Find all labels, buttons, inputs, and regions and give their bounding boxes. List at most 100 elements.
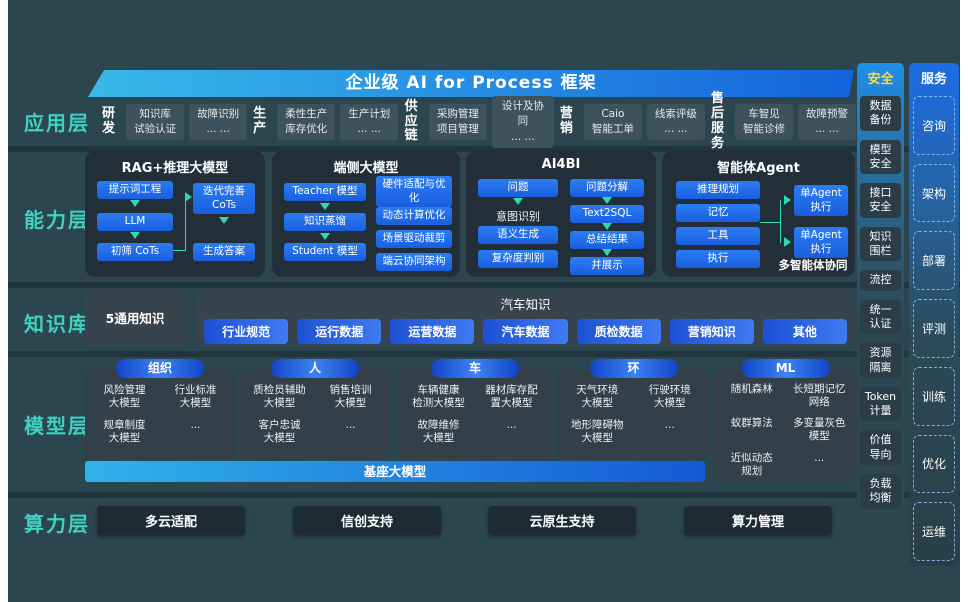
service-item: 评测 (913, 299, 955, 358)
model-group-environment: 环 天气环境 大模型 行驶环境 大模型 地形障碍物 大模型 ... (557, 359, 710, 459)
security-item: 负载 均衡 (860, 474, 901, 509)
security-column: 安全 数据 备份 模型 安全 接口 安全 知识 围栏 流控 统一 认证 资源 隔… (857, 63, 904, 549)
compute-item-management: 算力管理 (684, 506, 832, 535)
agent-single-exec-2: 单Agent 执行 (794, 227, 848, 259)
edge-step-distill: 知识蒸馏 (284, 213, 366, 231)
app-item: 车智见 智能诊修 (735, 103, 794, 141)
rag-step-prompt: 提示词工程 (97, 181, 173, 199)
arrow-right-icon (784, 237, 791, 247)
app-group-name: 研发 (102, 106, 116, 136)
capability-box-agent: 智能体Agent 推理规划 记忆 工具 执行 单Agent 执行 单Agent … (662, 151, 855, 277)
arrow-right-icon (784, 195, 791, 205)
app-item: 线索评级 ... ... (646, 103, 705, 141)
app-item: 故障识别 ... ... (189, 103, 248, 141)
ai4bi-decompose: 问题分解 (570, 179, 644, 197)
agent-memory: 记忆 (676, 204, 760, 222)
service-column: 服务 咨询 架构 部署 评测 训练 优化 运维 (909, 63, 959, 566)
security-item: 知识 围栏 (860, 226, 901, 262)
ai4bi-question: 问题 (478, 179, 558, 197)
compute-item-multicloud: 多云适配 (97, 506, 245, 535)
service-item: 训练 (913, 366, 955, 426)
model-item: 地形障碍物 大模型 (571, 419, 624, 445)
model-item: ... (814, 451, 825, 464)
model-group-organization: 组织 风险管理 大模型 行业标准 大模型 规章制度 大模型 ... (85, 359, 235, 459)
agent-single-exec-1: 单Agent 执行 (794, 185, 848, 217)
app-group-supply-chain: 供应 链 采购管理 项目管理 设计及协同 ... ... (398, 96, 554, 148)
knowledge-pill: 质检数据 (576, 319, 661, 344)
agent-caption: 多智能体协同 (778, 258, 848, 272)
capability-box-title: AI4BI (541, 157, 581, 172)
arrow-down-icon (130, 200, 140, 207)
model-item: ... (506, 419, 517, 432)
capability-box-edge: 端侧大模型 Teacher 模型 知识蒸馏 Student 模型 硬件适配与优化… (272, 151, 460, 277)
app-group-name: 供应 链 (404, 98, 418, 144)
rag-step-refine-cots: 迭代完善CoTs (193, 183, 255, 215)
capability-box-title: RAG+推理大模型 (121, 161, 229, 176)
security-item: 流控 (860, 270, 901, 291)
security-item: 资源 隔离 (860, 343, 901, 378)
capability-box-rag: RAG+推理大模型 提示词工程 LLM 初筛 CoTs 迭代完善CoTs 生成答… (85, 151, 265, 277)
arrow-down-icon (602, 197, 612, 204)
model-item: ... (664, 419, 675, 432)
arrow-down-icon (130, 232, 140, 239)
arrow-down-icon (219, 217, 229, 224)
arrow-down-icon (513, 198, 523, 205)
model-group-vehicle: 车 车辆健康 检测大模型 器材库存配 置大模型 故障维修 大模型 ... (398, 359, 552, 459)
app-item: 生产计划 ... ... (340, 103, 399, 141)
arrow-down-icon (320, 203, 330, 210)
app-group-name: 售后 服务 (710, 91, 724, 151)
capability-box-title: 端侧大模型 (333, 161, 399, 176)
model-item: 质检员辅助 大模型 (253, 384, 306, 410)
knowledge-pill: 营销知识 (669, 319, 754, 344)
model-item: 规章制度 大模型 (103, 419, 146, 445)
edge-feature: 场景驱动裁剪 (376, 230, 452, 248)
banner-title: 企业级 AI for Process 框架 (88, 70, 854, 97)
ai4bi-summary: 总结结果 (570, 231, 644, 249)
app-item: 知识库 试验认证 (126, 103, 185, 141)
security-item: 数据 备份 (860, 96, 901, 131)
service-item: 优化 (913, 434, 955, 494)
service-item: 运维 (913, 502, 955, 562)
edge-step-teacher: Teacher 模型 (284, 183, 366, 201)
security-item: 模型 安全 (860, 139, 901, 175)
ai4bi-semantic: 语义生成 (478, 226, 558, 244)
layer-label-compute: 算力层 (24, 512, 90, 536)
ai4bi-intent: 意图识别 (496, 210, 540, 223)
model-item: 车辆健康 检测大模型 (412, 384, 465, 410)
model-item: ... (345, 419, 356, 432)
agent-tools: 工具 (676, 227, 760, 245)
arrow-down-icon (320, 233, 330, 240)
application-layer-row: 研发 知识库 试验认证 故障识别 ... ... 生产 柔性生产 库存优化 生产… (96, 91, 857, 151)
edge-step-student: Student 模型 (284, 243, 366, 261)
ai4bi-complexity: 复杂度判别 (478, 250, 558, 268)
model-item: 随机森林 (730, 383, 773, 395)
service-title: 服务 (920, 72, 947, 87)
arrow-right-icon (185, 192, 192, 202)
layer-label-model: 模型层 (24, 414, 90, 438)
connector-line (780, 200, 781, 243)
knowledge-auto-box: 汽车知识 行业规范 运行数据 运营数据 汽车数据 质检数据 营销知识 其他 (196, 289, 855, 346)
ai4bi-text2sql: Text2SQL (570, 205, 644, 223)
service-item: 咨询 (913, 96, 955, 155)
edge-feature: 动态计算优化 (376, 207, 452, 225)
layer-separator (8, 146, 960, 152)
model-group-header: 车 (431, 359, 519, 378)
model-group-header: 人 (271, 359, 359, 378)
rag-step-initial-cots: 初筛 CoTs (97, 243, 173, 261)
model-item: ... (190, 419, 201, 432)
knowledge-auto-title: 汽车知识 (500, 297, 551, 312)
model-group-header: 环 (589, 359, 678, 378)
app-group-marketing: 营销 Caio 智能工单 线索评级 ... ... (554, 103, 705, 141)
model-item: 蚁群算法 (730, 417, 773, 430)
security-item: 价值 导向 (860, 430, 901, 466)
model-item: 销售培训 大模型 (329, 384, 372, 410)
app-group-name: 生产 (253, 106, 267, 136)
layer-label-knowledge: 知识库 (24, 312, 90, 336)
knowledge-pill: 行业规范 (204, 319, 289, 344)
model-item: 行业标准 大模型 (174, 384, 217, 410)
layer-label-capability: 能力层 (24, 208, 90, 232)
app-item: 故障预警 ... ... (798, 103, 857, 141)
edge-feature: 端云协同架构 (376, 253, 452, 271)
layer-separator (8, 282, 960, 288)
